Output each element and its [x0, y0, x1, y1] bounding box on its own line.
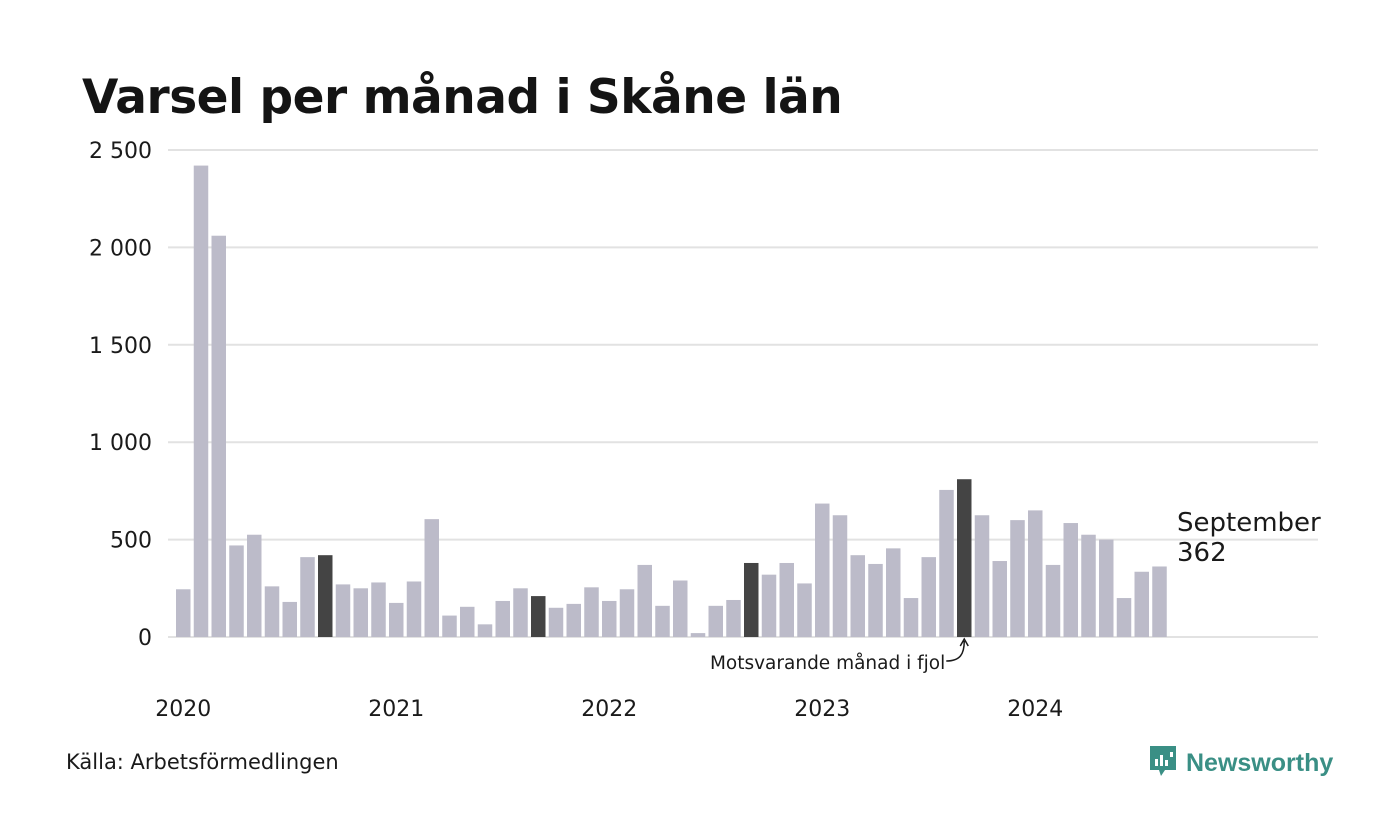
bar — [850, 555, 865, 637]
bar — [424, 519, 439, 637]
brand[interactable]: Newsworthy — [1148, 744, 1333, 782]
bar — [1099, 539, 1114, 637]
bar — [602, 600, 617, 637]
bar — [1152, 566, 1167, 637]
annotation-text: Motsvarande månad i fjol — [710, 653, 945, 674]
bar — [868, 563, 883, 637]
bar — [673, 580, 688, 637]
annotation-arrowhead — [959, 637, 969, 647]
bar — [282, 601, 297, 637]
bar — [300, 557, 315, 637]
annotation-arrow — [946, 640, 965, 662]
bar — [992, 561, 1007, 637]
bar — [513, 588, 528, 637]
bar — [708, 605, 723, 637]
bar — [531, 596, 546, 637]
bar — [939, 489, 954, 637]
bar — [637, 564, 652, 637]
bar — [264, 586, 280, 637]
bar — [903, 598, 919, 637]
current-month-label: September — [1177, 508, 1321, 538]
y-tick-label: 2 500 — [89, 139, 152, 164]
bar — [779, 562, 794, 637]
bar — [176, 589, 191, 637]
bar — [1010, 520, 1025, 637]
bar — [477, 624, 493, 637]
bar — [832, 515, 848, 637]
bar — [797, 583, 812, 637]
bar — [619, 589, 635, 637]
bar — [957, 479, 972, 637]
bar — [335, 584, 351, 637]
y-tick-label: 1 000 — [89, 431, 152, 456]
bar — [247, 534, 262, 637]
bar — [1028, 510, 1043, 637]
bar — [371, 582, 386, 637]
bar — [1081, 534, 1096, 637]
bar — [193, 165, 209, 638]
bar — [921, 557, 936, 637]
current-value-label: 362 — [1177, 538, 1227, 568]
source-text: Källa: Arbetsförmedlingen — [66, 750, 339, 774]
x-tick-label: 2021 — [368, 697, 424, 722]
y-tick-label: 1 500 — [89, 334, 152, 359]
bar — [1116, 598, 1132, 637]
bar — [761, 574, 777, 637]
bar — [353, 588, 368, 637]
y-tick-label: 500 — [110, 529, 152, 554]
y-tick-label: 0 — [138, 626, 152, 651]
bar — [1063, 523, 1078, 637]
bar — [460, 606, 475, 637]
bar — [726, 599, 741, 637]
bar — [744, 562, 759, 637]
bar — [211, 235, 226, 637]
bar — [655, 605, 670, 637]
bar — [318, 555, 333, 637]
newsworthy-logo-icon — [1148, 744, 1178, 782]
bar — [886, 548, 901, 637]
bar — [442, 615, 457, 637]
chart-title: Varsel per månad i Skåne län — [82, 70, 843, 125]
x-tick-label: 2020 — [155, 697, 211, 722]
bar — [495, 600, 510, 637]
y-tick-label: 2 000 — [89, 236, 152, 261]
bar — [1134, 571, 1149, 637]
bar — [548, 607, 564, 637]
bar — [389, 602, 404, 637]
bar — [566, 603, 581, 637]
bar — [1045, 564, 1061, 637]
bar — [229, 545, 244, 637]
x-tick-label: 2022 — [581, 697, 637, 722]
bar — [584, 587, 599, 637]
bar — [815, 503, 830, 637]
brand-name: Newsworthy — [1186, 748, 1334, 777]
bar — [406, 581, 422, 637]
x-tick-label: 2024 — [1007, 697, 1063, 722]
x-tick-label: 2023 — [794, 697, 850, 722]
bar — [690, 633, 706, 637]
bar — [974, 515, 990, 637]
